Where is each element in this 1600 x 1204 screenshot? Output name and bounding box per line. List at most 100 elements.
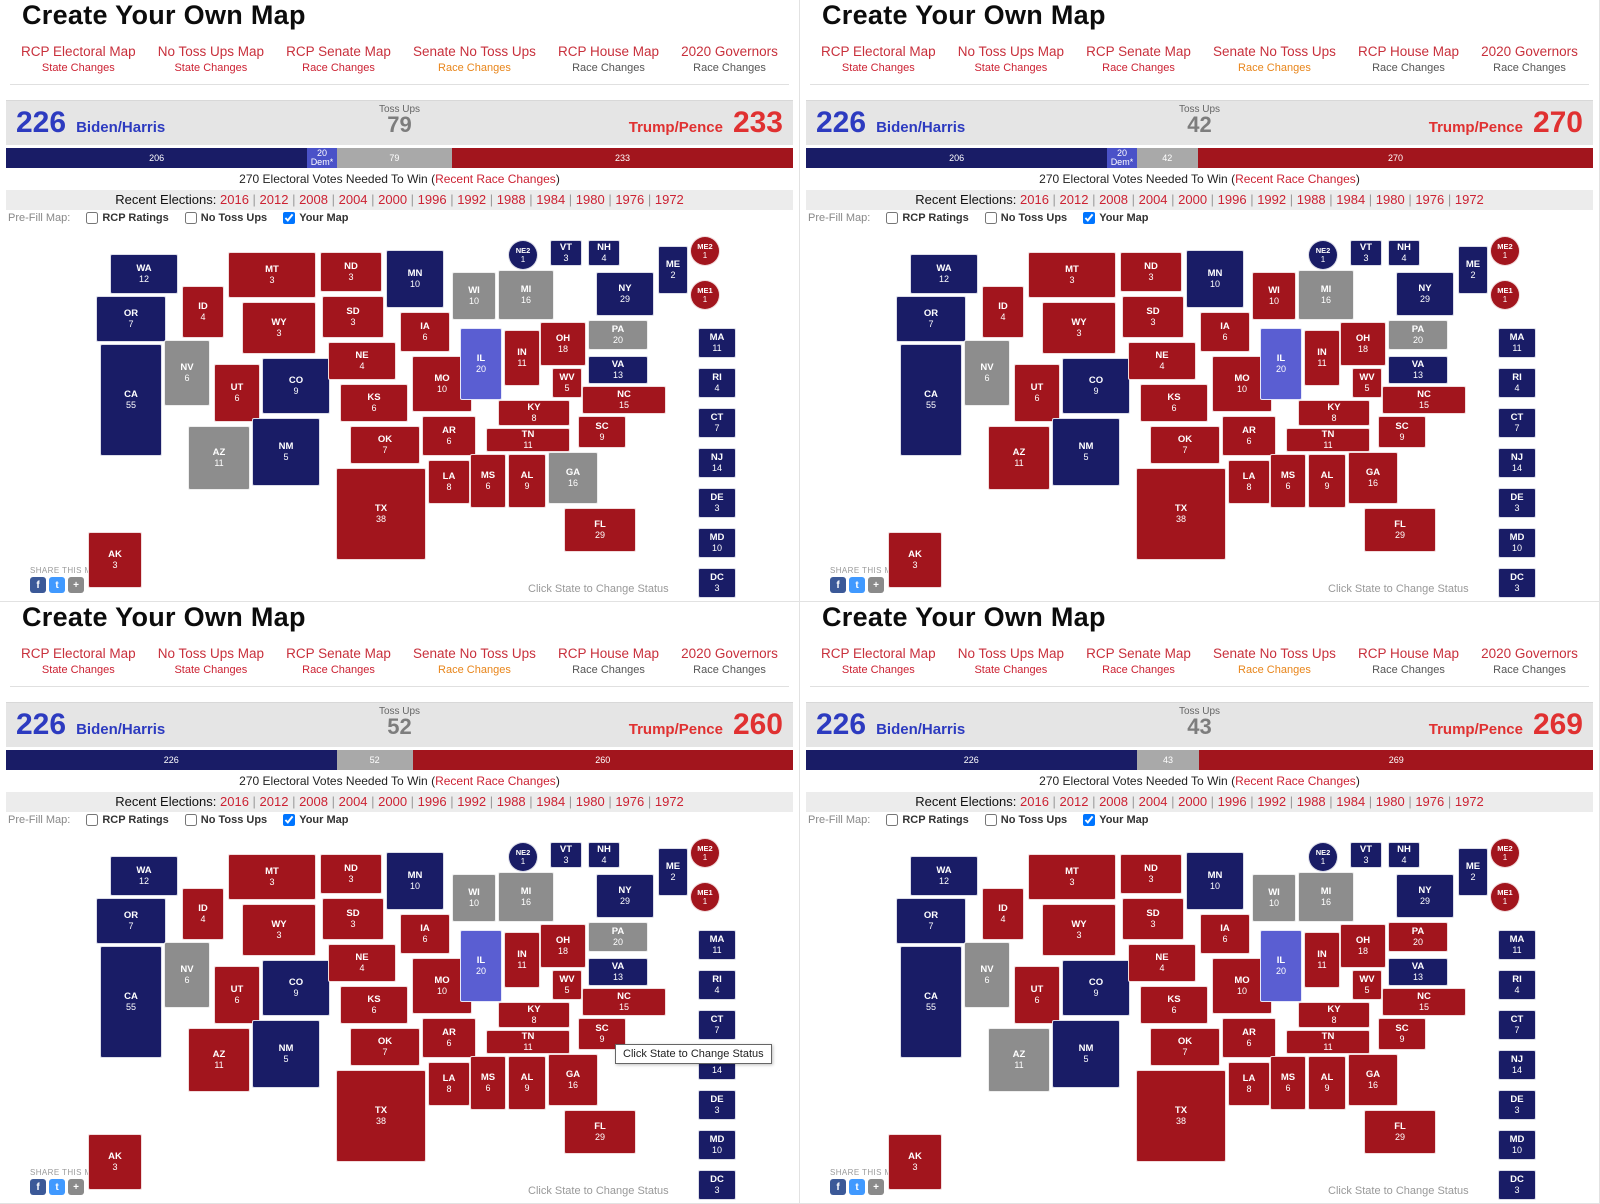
state-MA[interactable]: MA 11 bbox=[1498, 328, 1536, 358]
year-link[interactable]: 1972 bbox=[1444, 192, 1484, 207]
state-FL[interactable]: FL 29 bbox=[1364, 1110, 1436, 1154]
state-WA[interactable]: WA 12 bbox=[110, 254, 178, 294]
state-IL[interactable]: IL 20 bbox=[1260, 328, 1302, 400]
prefill-checkbox[interactable] bbox=[184, 814, 197, 826]
year-link[interactable]: 2004 bbox=[328, 794, 368, 809]
twitter-icon[interactable]: t bbox=[849, 1179, 865, 1195]
year-link[interactable]: 1988 bbox=[1286, 192, 1326, 207]
state-KS[interactable]: KS 6 bbox=[1140, 384, 1208, 422]
nav-item-rcp-senate-map[interactable]: RCP Senate Map Race Changes bbox=[1086, 646, 1191, 676]
state-GA[interactable]: GA 16 bbox=[1348, 1054, 1398, 1106]
state-TN[interactable]: TN 11 bbox=[1286, 1030, 1370, 1054]
year-link[interactable]: 1980 bbox=[565, 192, 605, 207]
state-UT[interactable]: UT 6 bbox=[1014, 966, 1060, 1024]
nav-item-senate-no-toss-ups[interactable]: Senate No Toss Ups Race Changes bbox=[1213, 44, 1336, 74]
year-link[interactable]: 1992 bbox=[1247, 192, 1287, 207]
state-IL[interactable]: IL 20 bbox=[1260, 930, 1302, 1002]
facebook-icon[interactable]: f bbox=[830, 577, 846, 593]
year-link[interactable]: 2008 bbox=[288, 794, 328, 809]
state-AK[interactable]: AK 3 bbox=[88, 1134, 142, 1190]
state-NC[interactable]: NC 15 bbox=[582, 386, 666, 414]
nav-item-rcp-house-map[interactable]: RCP House Map Race Changes bbox=[558, 646, 659, 676]
state-RI[interactable]: RI 4 bbox=[698, 368, 736, 398]
nav-item-2020-governors[interactable]: 2020 Governors Race Changes bbox=[1481, 646, 1578, 676]
state-AL[interactable]: AL 9 bbox=[1308, 1056, 1346, 1110]
state-IA[interactable]: IA 6 bbox=[1200, 312, 1250, 352]
nav-item-rcp-electoral-map[interactable]: RCP Electoral Map State Changes bbox=[21, 646, 136, 676]
state-WA[interactable]: WA 12 bbox=[910, 254, 978, 294]
state-TN[interactable]: TN 11 bbox=[486, 1030, 570, 1054]
state-GA[interactable]: GA 16 bbox=[548, 452, 598, 504]
state-DE[interactable]: DE 3 bbox=[698, 1090, 736, 1120]
state-ID[interactable]: ID 4 bbox=[182, 286, 224, 338]
state-IL[interactable]: IL 20 bbox=[460, 930, 502, 1002]
state-OH[interactable]: OH 18 bbox=[1340, 322, 1386, 366]
state-MN[interactable]: MN 10 bbox=[386, 852, 444, 910]
year-link[interactable]: 1984 bbox=[1326, 192, 1366, 207]
prefill-option-rcp-ratings[interactable]: RCP Ratings bbox=[86, 814, 169, 826]
year-link[interactable]: 1992 bbox=[1247, 794, 1287, 809]
state-MT[interactable]: MT 3 bbox=[228, 252, 316, 298]
year-link[interactable]: 1976 bbox=[1405, 794, 1445, 809]
state-OR[interactable]: OR 7 bbox=[896, 296, 966, 342]
state-WV[interactable]: WV 5 bbox=[1352, 368, 1382, 398]
state-MN[interactable]: MN 10 bbox=[1186, 250, 1244, 308]
state-MD[interactable]: MD 10 bbox=[1498, 528, 1536, 558]
state-KY[interactable]: KY 8 bbox=[498, 400, 570, 426]
state-IN[interactable]: IN 11 bbox=[1304, 330, 1340, 386]
state-IN[interactable]: IN 11 bbox=[1304, 932, 1340, 988]
year-link[interactable]: 1996 bbox=[1207, 192, 1247, 207]
year-link[interactable]: 1992 bbox=[447, 192, 487, 207]
prefill-checkbox[interactable] bbox=[283, 814, 296, 826]
year-link[interactable]: 1996 bbox=[407, 192, 447, 207]
state-MI[interactable]: MI 16 bbox=[498, 270, 554, 320]
state-UT[interactable]: UT 6 bbox=[214, 364, 260, 422]
nav-item-rcp-house-map[interactable]: RCP House Map Race Changes bbox=[1358, 44, 1459, 74]
state-SC[interactable]: SC 9 bbox=[1378, 416, 1426, 448]
prefill-checkbox[interactable] bbox=[886, 212, 899, 224]
recent-race-changes-link[interactable]: Recent Race Changes bbox=[435, 172, 556, 186]
year-link[interactable]: 2000 bbox=[368, 192, 408, 207]
state-NH[interactable]: NH 4 bbox=[588, 240, 620, 266]
year-link[interactable]: 2012 bbox=[1049, 192, 1089, 207]
state-DE[interactable]: DE 3 bbox=[698, 488, 736, 518]
state-IN[interactable]: IN 11 bbox=[504, 330, 540, 386]
state-TX[interactable]: TX 38 bbox=[1136, 1070, 1226, 1162]
nav-item-rcp-electoral-map[interactable]: RCP Electoral Map State Changes bbox=[21, 44, 136, 74]
state-FL[interactable]: FL 29 bbox=[1364, 508, 1436, 552]
prefill-checkbox[interactable] bbox=[86, 212, 99, 224]
state-OK[interactable]: OK 7 bbox=[350, 1028, 420, 1066]
nav-item-rcp-senate-map[interactable]: RCP Senate Map Race Changes bbox=[1086, 44, 1191, 74]
prefill-checkbox[interactable] bbox=[86, 814, 99, 826]
nav-item-senate-no-toss-ups[interactable]: Senate No Toss Ups Race Changes bbox=[413, 646, 536, 676]
state-MI[interactable]: MI 16 bbox=[1298, 270, 1354, 320]
year-link[interactable]: 1992 bbox=[447, 794, 487, 809]
state-ME2[interactable]: ME2 1 bbox=[690, 236, 720, 266]
state-TX[interactable]: TX 38 bbox=[336, 468, 426, 560]
state-TN[interactable]: TN 11 bbox=[486, 428, 570, 452]
year-link[interactable]: 2008 bbox=[1088, 192, 1128, 207]
state-OK[interactable]: OK 7 bbox=[1150, 1028, 1220, 1066]
state-MA[interactable]: MA 11 bbox=[698, 930, 736, 960]
state-MT[interactable]: MT 3 bbox=[228, 854, 316, 900]
state-TX[interactable]: TX 38 bbox=[336, 1070, 426, 1162]
prefill-option-no-toss-ups[interactable]: No Toss Ups bbox=[984, 212, 1067, 224]
state-ID[interactable]: ID 4 bbox=[182, 888, 224, 940]
state-CT[interactable]: CT 7 bbox=[1498, 408, 1536, 438]
nav-item-no-toss-ups-map[interactable]: No Toss Ups Map State Changes bbox=[958, 646, 1064, 676]
state-FL[interactable]: FL 29 bbox=[564, 1110, 636, 1154]
state-GA[interactable]: GA 16 bbox=[548, 1054, 598, 1106]
year-link[interactable]: 2004 bbox=[1128, 192, 1168, 207]
year-link[interactable]: 2000 bbox=[368, 794, 408, 809]
nav-item-no-toss-ups-map[interactable]: No Toss Ups Map State Changes bbox=[158, 44, 264, 74]
state-AR[interactable]: AR 6 bbox=[422, 1018, 476, 1058]
year-link[interactable]: 1980 bbox=[1365, 794, 1405, 809]
state-NM[interactable]: NM 5 bbox=[252, 1020, 320, 1088]
state-NE2[interactable]: NE2 1 bbox=[1308, 842, 1338, 872]
nav-item-rcp-electoral-map[interactable]: RCP Electoral Map State Changes bbox=[821, 44, 936, 74]
state-NV[interactable]: NV 6 bbox=[164, 942, 210, 1008]
state-OK[interactable]: OK 7 bbox=[350, 426, 420, 464]
nav-item-2020-governors[interactable]: 2020 Governors Race Changes bbox=[681, 44, 778, 74]
